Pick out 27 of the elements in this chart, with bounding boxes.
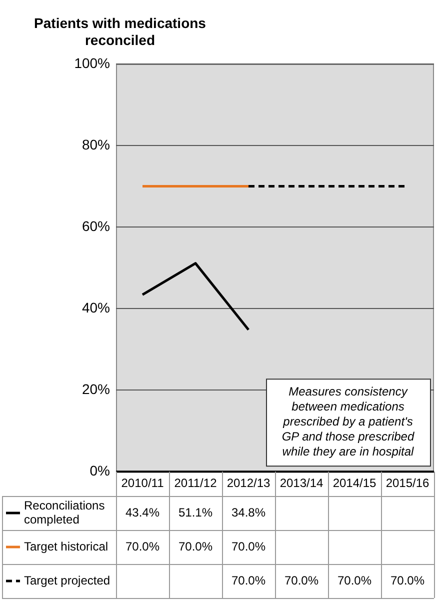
x-tick-label: 2011/12: [174, 476, 218, 490]
data-label: 70.0%: [178, 539, 213, 554]
annotation: Measures consistency between medications prescribed by a patient's GP and those prescribed while they are in hospital: [282, 384, 414, 458]
y-tick-label: 100%: [74, 54, 110, 71]
y-axis-title: Patients with medications reconciled: [34, 14, 206, 48]
y-tick-label: 0%: [90, 462, 110, 478]
legend-label: Target historical: [24, 539, 108, 554]
y-tick-label: 40%: [82, 299, 110, 316]
data-label: 70.0%: [231, 539, 266, 554]
x-tick-label: 2010/11: [121, 476, 164, 490]
y-tick-label: 20%: [82, 380, 110, 397]
data-label: 70.0%: [337, 573, 372, 588]
legend-label: Target projected: [24, 573, 110, 588]
data-label: 43.4%: [125, 505, 160, 520]
data-label: 70.0%: [231, 573, 266, 588]
x-tick-label: 2013/14: [280, 476, 324, 490]
data-label: 70.0%: [125, 539, 160, 554]
y-tick-label: 60%: [82, 218, 110, 234]
x-tick-label: 2012/13: [226, 476, 271, 490]
legend-label: Reconciliations completed: [24, 498, 105, 526]
data-label: 34.8%: [231, 505, 266, 520]
data-label: 70.0%: [390, 573, 425, 588]
data-label: 70.0%: [284, 573, 319, 588]
x-tick-label: 2014/15: [332, 476, 377, 490]
x-tick-label: 2015/16: [386, 476, 430, 490]
data-label: 51.1%: [178, 505, 213, 520]
y-tick-label: 80%: [82, 136, 110, 152]
